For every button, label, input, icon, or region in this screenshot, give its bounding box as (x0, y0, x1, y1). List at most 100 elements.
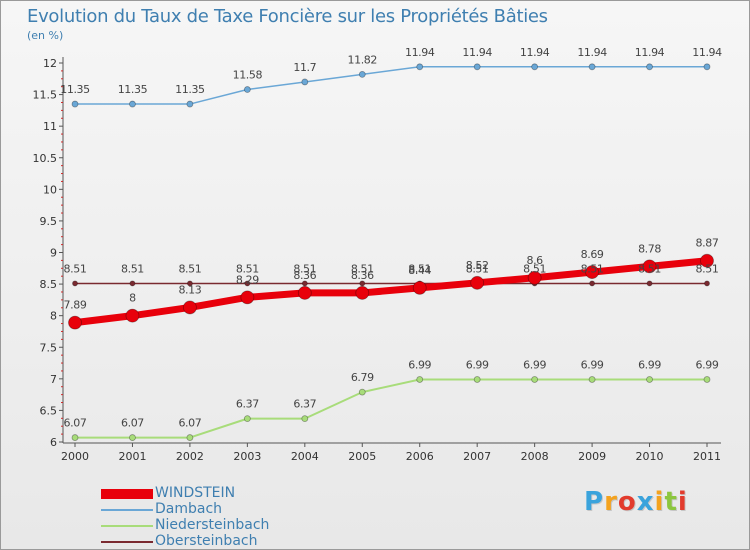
series-line-niedersteinbach (74, 378, 708, 439)
y-tick-label: 8 (50, 310, 57, 323)
data-label-windstein: 7.89 (64, 299, 87, 312)
data-point-dambach (531, 63, 539, 71)
series-line-dambach (74, 66, 708, 105)
y-tick-label: 12 (43, 57, 57, 70)
data-point-windstein (125, 308, 140, 323)
chart-title: Evolution du Taux de Taxe Foncière sur l… (27, 6, 548, 27)
data-point-windstein (642, 259, 657, 274)
data-label-niedersteinbach: 6.07 (121, 417, 144, 430)
data-point-obersteinbach (301, 280, 308, 287)
data-label-obersteinbach: 8.51 (351, 262, 374, 275)
data-point-windstein (240, 290, 255, 305)
data-point-obersteinbach (359, 280, 366, 287)
x-tick-label: 2006 (406, 450, 434, 463)
data-label-niedersteinbach: 6.99 (523, 358, 546, 371)
x-tick-label: 2007 (463, 450, 491, 463)
y-tick-label: 6 (50, 436, 57, 449)
x-tick-label: 2011 (693, 450, 721, 463)
data-point-windstein (585, 265, 599, 279)
data-label-obersteinbach: 8.51 (523, 262, 546, 275)
data-point-windstein (700, 253, 714, 268)
data-point-dambach (703, 63, 711, 71)
logo-letter: P (584, 487, 605, 517)
logo-letter: t (664, 487, 678, 517)
data-label-windstein: 8.6 (526, 254, 543, 267)
data-point-windstein (297, 286, 312, 300)
legend-label: WINDSTEIN (155, 485, 236, 501)
data-label-dambach: 11.94 (462, 46, 492, 59)
data-label-dambach: 11.35 (118, 83, 148, 96)
data-label-windstein: 8.78 (638, 242, 661, 255)
data-label-dambach: 11.7 (293, 61, 316, 74)
data-point-niedersteinbach (301, 415, 309, 423)
data-label-obersteinbach: 8.51 (121, 262, 144, 275)
legend-swatch (101, 525, 153, 527)
data-label-niedersteinbach: 6.99 (581, 358, 604, 371)
logo-letter: i (677, 487, 688, 517)
data-point-dambach (243, 86, 251, 93)
logo-letter: x (636, 487, 655, 517)
data-label-dambach: 11.35 (175, 83, 205, 96)
legend-label: Niedersteinbach (155, 517, 270, 533)
data-label-obersteinbach: 8.51 (293, 262, 316, 275)
x-tick-label: 2005 (348, 450, 376, 463)
data-label-obersteinbach: 8.51 (466, 262, 489, 275)
data-point-niedersteinbach (416, 376, 424, 383)
data-point-windstein (355, 286, 370, 300)
data-label-niedersteinbach: 6.99 (408, 358, 431, 371)
logo-letter: i (654, 487, 665, 517)
data-point-niedersteinbach (186, 434, 194, 441)
data-point-windstein (68, 315, 82, 330)
series-line-windstein (71, 257, 711, 327)
legend-swatch (101, 541, 153, 543)
data-point-obersteinbach (129, 280, 136, 287)
data-point-windstein (470, 275, 485, 290)
data-label-obersteinbach: 8.51 (696, 262, 719, 275)
data-label-windstein: 8.52 (466, 259, 489, 272)
data-point-obersteinbach (244, 280, 251, 287)
data-point-dambach (646, 63, 653, 71)
data-point-obersteinbach (704, 280, 710, 287)
data-point-niedersteinbach (588, 376, 596, 383)
data-label-dambach: 11.94 (520, 46, 550, 59)
data-label-dambach: 11.82 (348, 53, 378, 66)
x-tick-label: 2000 (61, 450, 89, 463)
data-label-windstein: 8.36 (293, 269, 316, 282)
data-point-dambach (186, 100, 194, 108)
data-label-dambach: 11.94 (635, 46, 665, 59)
data-point-obersteinbach (646, 280, 653, 287)
data-label-windstein: 8.69 (581, 248, 604, 261)
data-point-windstein (183, 300, 197, 315)
legend-swatch (101, 489, 153, 499)
data-label-niedersteinbach: 6.99 (466, 358, 489, 371)
x-tick-label: 2004 (291, 450, 319, 463)
x-tick-label: 2009 (578, 450, 606, 463)
data-point-niedersteinbach (358, 388, 366, 396)
data-point-niedersteinbach (531, 376, 539, 383)
data-label-obersteinbach: 8.51 (64, 262, 87, 275)
logo-letter: r (604, 487, 618, 517)
data-label-obersteinbach: 8.51 (581, 262, 604, 275)
y-tick-label: 9.5 (40, 215, 58, 228)
proxiti-logo: Proxiti (584, 487, 688, 517)
data-point-dambach (301, 78, 309, 86)
y-axis-unit: (en %) (27, 29, 64, 42)
data-label-windstein: 8.44 (408, 264, 431, 277)
data-label-niedersteinbach: 6.99 (638, 358, 661, 371)
data-point-dambach (129, 100, 136, 108)
data-label-dambach: 11.35 (60, 83, 90, 96)
y-tick-label: 9 (50, 247, 57, 260)
y-tick-label: 7.5 (40, 341, 58, 354)
x-tick-label: 2008 (521, 450, 549, 463)
data-label-obersteinbach: 8.51 (408, 262, 431, 275)
data-point-dambach (473, 63, 481, 71)
data-point-obersteinbach (72, 280, 78, 287)
data-label-dambach: 11.58 (233, 69, 263, 82)
data-label-obersteinbach: 8.51 (638, 262, 661, 275)
data-point-niedersteinbach (703, 376, 711, 383)
data-point-dambach (358, 70, 366, 78)
data-label-windstein: 8 (129, 292, 136, 305)
legend-label: Obersteinbach (155, 533, 258, 549)
data-label-niedersteinbach: 6.07 (64, 417, 87, 430)
